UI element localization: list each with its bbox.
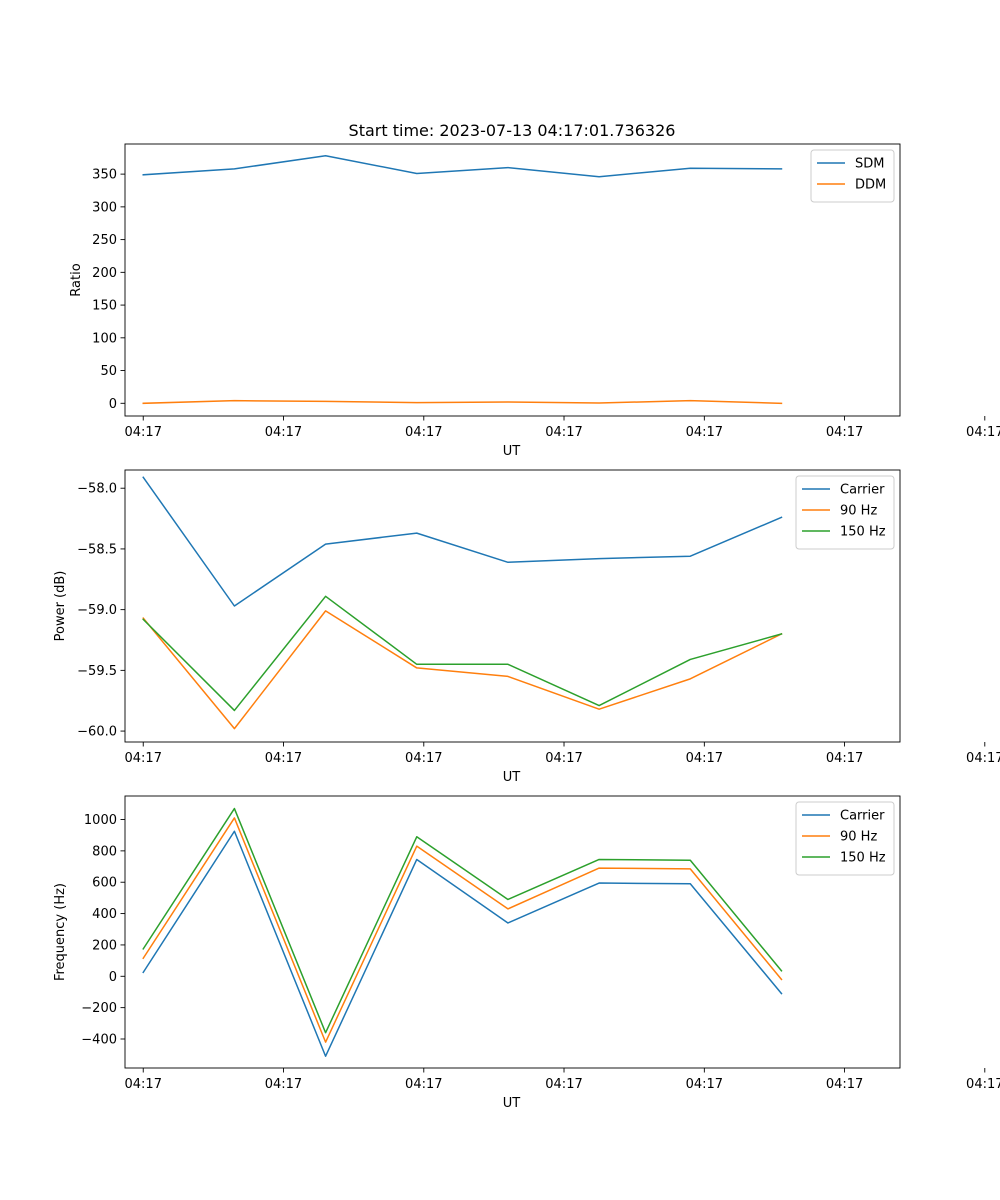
y-tick-label: 600 [92,876,117,891]
series-line-carrier [142,476,783,607]
x-tick-label: 04:17 [125,425,162,440]
x-tick-label: 04:17 [265,425,302,440]
chart-panel-3: 04:17 04:17 04:17 04:17 04:17 04:17 04:17 −400 −… [53,795,1000,1111]
x-axis-label: UT [503,770,521,785]
legend-label-ddm: DDM [855,178,886,193]
y-tick-label: −58.0 [77,482,117,497]
series-line-90-hz [142,610,783,730]
y-tick-label: 200 [92,266,117,281]
x-axis-label: UT [503,444,521,459]
y-tick-label: 0 [109,970,117,985]
axes-frame [124,795,901,1069]
series-line-sdm [142,155,783,178]
y-tick-label: 400 [92,907,117,922]
x-tick-label: 04:17 [686,1077,723,1092]
x-tick-label: 04:17 [265,751,302,766]
figure-title: Start time: 2023-07-13 04:17:01.736326 [349,121,676,140]
legend: Carrier 90 Hz 150 Hz [795,801,895,876]
y-tick-label: −59.5 [77,664,117,679]
x-axis-label: UT [503,1096,521,1111]
y-tick-label: 150 [92,299,117,314]
x-tick-label: 04:17 [545,1077,582,1092]
x-tick-label: 04:17 [826,425,863,440]
axes-frame [124,143,901,417]
x-tick-label: 04:17 [125,1077,162,1092]
y-tick-label: 350 [92,168,117,183]
y-axis-label: Power (dB) [53,571,68,642]
y-tick-label: 800 [92,844,117,859]
x-tick-label: 04:17 [966,751,1000,766]
series-line-150-hz [142,595,783,712]
x-tick-label: 04:17 [405,425,442,440]
y-axis-label: Frequency (Hz) [53,883,68,981]
legend-label-sdm: SDM [855,157,884,172]
x-tick-label: 04:17 [826,751,863,766]
y-tick-label: 200 [92,938,117,953]
series-line-90-hz [142,817,783,1043]
series-line-ddm [142,399,783,405]
x-tick-label: 04:17 [966,425,1000,440]
legend-label-150-hz: 150 Hz [840,851,886,866]
x-tick-label: 04:17 [125,751,162,766]
y-tick-label: 0 [109,397,117,412]
y-tick-label: 1000 [84,813,117,828]
x-tick-label: 04:17 [545,751,582,766]
y-tick-label: 50 [100,364,117,379]
x-tick-label: 04:17 [405,1077,442,1092]
series-line-carrier [142,830,783,1057]
legend: Carrier 90 Hz 150 Hz [795,475,895,550]
y-tick-label: −400 [81,1032,117,1047]
legend-label-carrier: Carrier [840,809,885,824]
y-tick-label: 300 [92,200,117,215]
legend: SDM DDM [810,149,895,203]
x-tick-label: 04:17 [405,751,442,766]
x-tick-label: 04:17 [966,1077,1000,1092]
y-tick-label: −60.0 [77,725,117,740]
x-tick-label: 04:17 [265,1077,302,1092]
chart-panel-1: 04:17 04:17 04:17 04:17 04:17 04:17 04:17 0 50 10… [69,143,1000,459]
y-tick-label: −200 [81,1001,117,1016]
y-tick-label: 100 [92,331,117,346]
axes-frame [124,469,901,743]
series-line-150-hz [142,807,783,1034]
y-tick-label: −58.5 [77,542,117,557]
y-tick-label: −59.0 [77,603,117,618]
y-tick-label: 250 [92,233,117,248]
x-tick-label: 04:17 [826,1077,863,1092]
legend-label-90-hz: 90 Hz [840,830,877,845]
x-tick-label: 04:17 [686,751,723,766]
legend-label-carrier: Carrier [840,483,885,498]
legend-label-90-hz: 90 Hz [840,504,877,519]
y-axis-label: Ratio [69,263,84,296]
x-tick-label: 04:17 [545,425,582,440]
chart-panel-2: 04:17 04:17 04:17 04:17 04:17 04:17 04:17 −60.0… [53,469,1000,785]
legend-label-150-hz: 150 Hz [840,525,886,540]
x-tick-label: 04:17 [686,425,723,440]
